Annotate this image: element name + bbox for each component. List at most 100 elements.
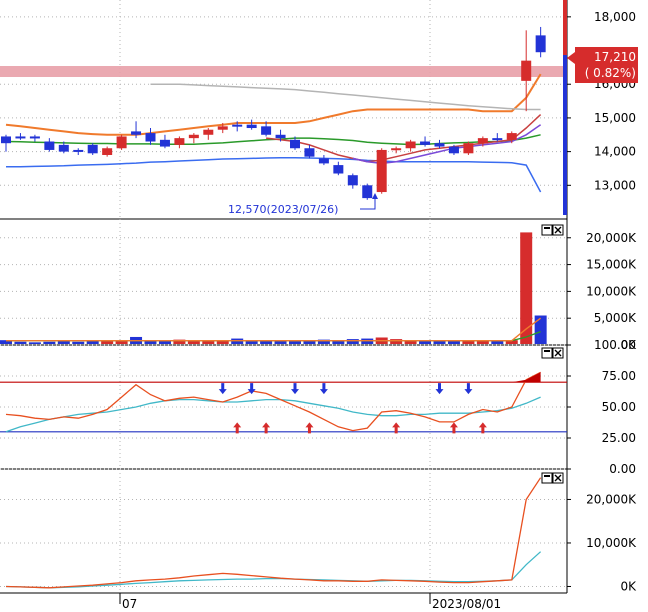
- tick-label: 10,000K: [586, 284, 637, 298]
- candle-body: [102, 148, 113, 155]
- cumulative-lines: [5, 477, 542, 589]
- candle-body: [87, 144, 98, 154]
- moving-average-line: [5, 73, 542, 136]
- candle-body: [246, 124, 257, 129]
- candle-body: [73, 149, 84, 152]
- candle-body: [448, 146, 459, 154]
- buy-signal-arrow: [478, 422, 487, 434]
- candle-body: [217, 126, 228, 130]
- volume-axis-ticks: 20,000K 15,000K 10,000K 5,000K 0K: [567, 231, 637, 352]
- candle-body: [261, 126, 272, 135]
- tick-label: 10,000K: [586, 536, 637, 550]
- maximize-icon[interactable]: [541, 224, 553, 236]
- buy-signal-arrow: [262, 422, 271, 434]
- volume-bar: [433, 340, 446, 344]
- volume-ma-lines: [6, 317, 542, 342]
- tick-label: 5,000K: [594, 311, 637, 325]
- overbought-fill: [511, 372, 541, 383]
- tick-label: 100.00: [594, 338, 636, 352]
- current-price-top-bar: [563, 0, 567, 55]
- oscillator-signal-arrows: [218, 383, 487, 434]
- candle-body: [290, 139, 300, 149]
- sell-signal-arrow: [435, 383, 444, 395]
- buy-signal-arrow: [305, 422, 314, 434]
- candle-body: [145, 133, 156, 142]
- candle-body: [131, 131, 142, 135]
- volume-bar: [462, 340, 475, 344]
- tick-label: 25.00: [602, 431, 636, 445]
- candle-body: [477, 138, 488, 144]
- volume-bar: [202, 341, 215, 344]
- volume-bar: [101, 341, 114, 344]
- cumulative-panel: 20,000K 10,000K 0K: [0, 469, 637, 594]
- cumulative-panel-controls: [541, 472, 564, 484]
- candle-body: [174, 138, 185, 145]
- oscillator-reference-lines: [0, 381, 567, 433]
- candle-body: [275, 134, 286, 139]
- volume-bar: [476, 340, 489, 344]
- volume-bar: [491, 340, 504, 344]
- volume-bar: [173, 339, 186, 344]
- candle-body: [521, 60, 532, 81]
- oscillator-panel: 100.00 75.00 50.00 25.00 0.00: [0, 338, 636, 476]
- candle-body: [29, 136, 40, 139]
- close-icon-glyph: [554, 474, 562, 482]
- tick-label: 15,000: [594, 111, 636, 125]
- current-price-pointer: [567, 52, 575, 64]
- candle-body: [506, 133, 517, 140]
- moving-average-line: [150, 83, 541, 111]
- tick-label: 20,000K: [586, 231, 637, 245]
- candle-body: [535, 35, 546, 53]
- tick-label: 18,000: [594, 10, 636, 24]
- candle-body: [304, 148, 315, 157]
- volume-bar: [419, 340, 432, 344]
- maximize-icon[interactable]: [541, 472, 553, 484]
- candle-body: [434, 143, 445, 147]
- sell-signal-arrow: [247, 383, 256, 395]
- oscillator-line: [5, 371, 541, 432]
- maximize-icon-bar: [544, 350, 550, 352]
- sell-signal-arrow: [291, 383, 299, 395]
- candle-body: [420, 141, 431, 145]
- buy-signal-arrow: [233, 422, 242, 434]
- oscillator-axis-ticks: 100.00 75.00 50.00 25.00 0.00: [567, 338, 636, 476]
- candle-body: [391, 148, 402, 151]
- oscillator-panel-controls: [541, 347, 564, 359]
- volume-bar: [216, 340, 229, 344]
- candle-body: [159, 139, 170, 147]
- low-annotation-arrowhead: [372, 193, 378, 199]
- candle-body: [405, 141, 416, 149]
- volume-ma-line: [6, 317, 542, 342]
- x-tick-label: 07: [122, 597, 137, 611]
- tick-label: 14,000: [594, 145, 636, 159]
- volume-bar: [115, 341, 128, 344]
- current-price-label: 17,210: [594, 50, 636, 64]
- candle-body: [376, 149, 387, 193]
- volume-bar: [28, 342, 41, 344]
- candle-body: [318, 158, 329, 164]
- volume-bar: [332, 340, 345, 344]
- maximize-icon-bar: [544, 475, 550, 477]
- volume-bar: [158, 340, 171, 344]
- volume-bar: [520, 232, 533, 344]
- maximize-icon-bar: [544, 227, 550, 229]
- volume-bar: [187, 341, 200, 344]
- maximize-icon[interactable]: [541, 347, 553, 359]
- volume-bar: [303, 340, 316, 344]
- buy-signal-arrow: [392, 422, 401, 434]
- cumulative-axis-ticks: 20,000K 10,000K 0K: [567, 492, 637, 593]
- candle-body: [492, 138, 503, 141]
- oscillator-overbought-fill: [511, 372, 541, 383]
- candle-body: [333, 165, 344, 174]
- sell-signal-arrow: [464, 383, 473, 395]
- volume-bar: [346, 339, 359, 344]
- candle-body: [188, 134, 199, 139]
- volume-bar: [245, 341, 258, 344]
- resistance-band: [0, 66, 567, 77]
- current-change-label: ( 0.82%): [585, 66, 636, 80]
- volume-bar: [86, 340, 99, 344]
- tick-label: 0K: [620, 338, 637, 352]
